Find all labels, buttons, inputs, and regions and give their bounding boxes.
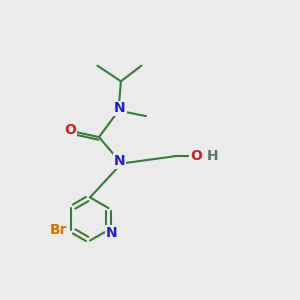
Text: N: N	[113, 154, 125, 168]
Text: Br: Br	[50, 223, 68, 237]
Text: N: N	[105, 226, 117, 240]
Text: H: H	[207, 149, 218, 163]
Text: N: N	[114, 101, 126, 115]
Text: O: O	[190, 149, 202, 163]
Text: O: O	[64, 123, 76, 137]
